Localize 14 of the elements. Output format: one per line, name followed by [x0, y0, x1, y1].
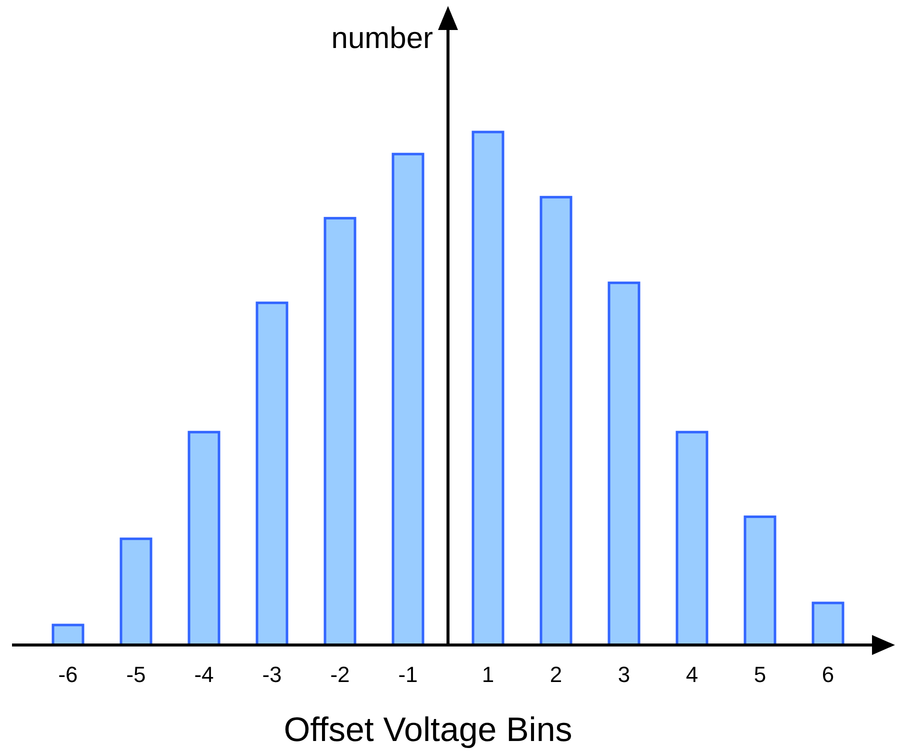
x-tick-label: -5: [126, 662, 146, 687]
x-tick-label: 5: [754, 662, 766, 687]
x-tick-label: 2: [550, 662, 562, 687]
x-tick-label: -6: [58, 662, 78, 687]
x-tick-label: 6: [822, 662, 834, 687]
y-axis-title: number: [331, 22, 434, 55]
x-tick-label: -1: [398, 662, 418, 687]
x-tick-label: 1: [482, 662, 494, 687]
x-tick-label: -3: [262, 662, 282, 687]
x-tick-label: -2: [330, 662, 350, 687]
x-tick-label: -4: [194, 662, 214, 687]
x-axis-title: Offset Voltage Bins: [284, 711, 572, 749]
x-tick-label: 4: [686, 662, 698, 687]
x-tick-label: 3: [618, 662, 630, 687]
